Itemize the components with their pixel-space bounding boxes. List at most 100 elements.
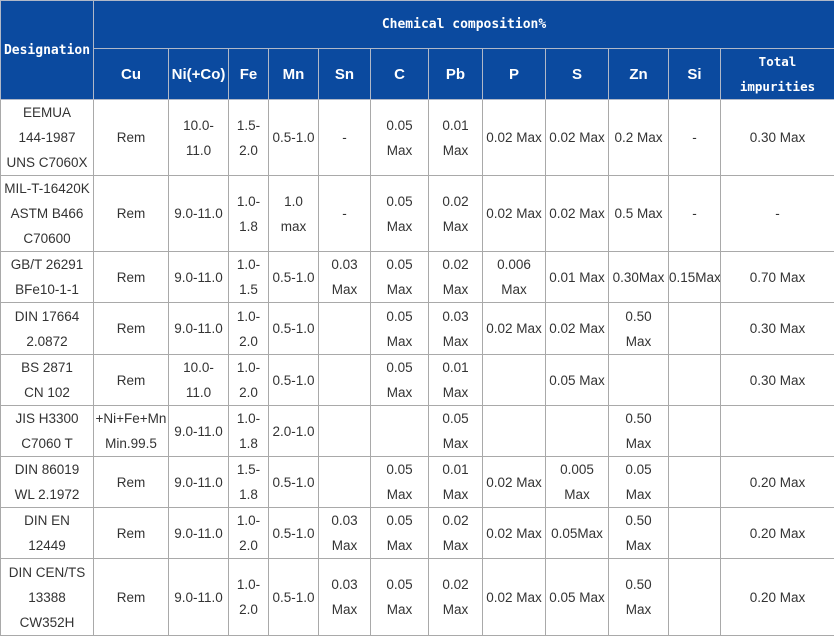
- value-cell: 0.5-1.0: [269, 559, 319, 636]
- designation-cell: EEMUA 144-1987 UNS C7060X: [1, 100, 94, 176]
- value-cell: 0.02 Max: [429, 176, 483, 252]
- value-cell: 1.0- 2.0: [229, 355, 269, 406]
- value-cell: 0.02 Max: [483, 559, 546, 636]
- value-cell: 0.01 Max: [429, 457, 483, 508]
- value-cell: 0.20 Max: [721, 457, 834, 508]
- value-cell: 0.5-1.0: [269, 252, 319, 303]
- value-cell: 1.0- 2.0: [229, 508, 269, 559]
- value-cell: 0.70 Max: [721, 252, 834, 303]
- value-cell: 0.02 Max: [546, 303, 609, 355]
- value-cell: Rem: [94, 176, 169, 252]
- value-cell: 2.0-1.0: [269, 406, 319, 457]
- value-cell: [483, 406, 546, 457]
- value-cell: 0.50 Max: [609, 559, 669, 636]
- value-cell: 0.5-1.0: [269, 355, 319, 406]
- value-cell: 0.03 Max: [429, 303, 483, 355]
- value-cell: [319, 303, 371, 355]
- column-header-s: S: [546, 49, 609, 100]
- value-cell: [319, 355, 371, 406]
- value-cell: 9.0-11.0: [169, 457, 229, 508]
- value-cell: 0.05 Max: [371, 457, 429, 508]
- value-cell: 0.02 Max: [429, 252, 483, 303]
- value-cell: [669, 355, 721, 406]
- value-cell: Rem: [94, 100, 169, 176]
- value-cell: [371, 406, 429, 457]
- value-cell: 0.15Max: [669, 252, 721, 303]
- value-cell: 0.05 Max: [371, 176, 429, 252]
- value-cell: 9.0-11.0: [169, 559, 229, 636]
- value-cell: 0.03 Max: [319, 508, 371, 559]
- value-cell: 0.50 Max: [609, 508, 669, 559]
- value-cell: 0.05 Max: [429, 406, 483, 457]
- value-cell: 0.02 Max: [483, 457, 546, 508]
- column-header-mn: Mn: [269, 49, 319, 100]
- value-cell: 0.05 Max: [546, 559, 609, 636]
- value-cell: 9.0-11.0: [169, 176, 229, 252]
- column-header-fe: Fe: [229, 49, 269, 100]
- value-cell: 0.01 Max: [429, 355, 483, 406]
- value-cell: 1.0 max: [269, 176, 319, 252]
- designation-cell: JIS H3300 C7060 T: [1, 406, 94, 457]
- value-cell: Rem: [94, 559, 169, 636]
- value-cell: Rem: [94, 252, 169, 303]
- value-cell: 1.0- 1.8: [229, 406, 269, 457]
- value-cell: [669, 457, 721, 508]
- value-cell: 10.0- 11.0: [169, 100, 229, 176]
- value-cell: 10.0- 11.0: [169, 355, 229, 406]
- value-cell: 1.5- 2.0: [229, 100, 269, 176]
- value-cell: [609, 355, 669, 406]
- designation-cell: MIL-T-16420K ASTM B466 C70600: [1, 176, 94, 252]
- designation-cell: DIN EN 12449: [1, 508, 94, 559]
- value-cell: 9.0-11.0: [169, 303, 229, 355]
- value-cell: [721, 406, 834, 457]
- value-cell: 0.05 Max: [371, 252, 429, 303]
- column-header-cu: Cu: [94, 49, 169, 100]
- value-cell: 0.05 Max: [609, 457, 669, 508]
- value-cell: 0.006 Max: [483, 252, 546, 303]
- column-header-p: P: [483, 49, 546, 100]
- value-cell: 0.02 Max: [483, 100, 546, 176]
- value-cell: [319, 406, 371, 457]
- column-header-total-impurities: Total impurities: [721, 49, 834, 100]
- value-cell: 0.05Max: [546, 508, 609, 559]
- value-cell: 1.5- 1.8: [229, 457, 269, 508]
- value-cell: -: [721, 176, 834, 252]
- value-cell: -: [669, 100, 721, 176]
- value-cell: 9.0-11.0: [169, 406, 229, 457]
- value-cell: 0.30 Max: [721, 100, 834, 176]
- column-header-zn: Zn: [609, 49, 669, 100]
- value-cell: 0.05 Max: [546, 355, 609, 406]
- value-cell: 0.02 Max: [483, 176, 546, 252]
- designation-cell: DIN 86019 WL 2.1972: [1, 457, 94, 508]
- value-cell: -: [319, 176, 371, 252]
- value-cell: [546, 406, 609, 457]
- designation-header: Designation: [1, 1, 94, 100]
- value-cell: 0.5 Max: [609, 176, 669, 252]
- value-cell: 0.5-1.0: [269, 100, 319, 176]
- value-cell: 1.0- 1.5: [229, 252, 269, 303]
- value-cell: [669, 508, 721, 559]
- value-cell: Rem: [94, 457, 169, 508]
- value-cell: 0.02 Max: [483, 303, 546, 355]
- value-cell: 0.20 Max: [721, 559, 834, 636]
- designation-cell: GB/T 26291 BFe10-1-1: [1, 252, 94, 303]
- value-cell: Rem: [94, 303, 169, 355]
- value-cell: 0.30Max: [609, 252, 669, 303]
- value-cell: 0.05 Max: [371, 559, 429, 636]
- value-cell: [319, 457, 371, 508]
- value-cell: 0.50 Max: [609, 303, 669, 355]
- value-cell: 0.5-1.0: [269, 508, 319, 559]
- value-cell: 0.5-1.0: [269, 303, 319, 355]
- value-cell: -: [319, 100, 371, 176]
- value-cell: 0.50 Max: [609, 406, 669, 457]
- value-cell: 0.05 Max: [371, 100, 429, 176]
- value-cell: 0.005 Max: [546, 457, 609, 508]
